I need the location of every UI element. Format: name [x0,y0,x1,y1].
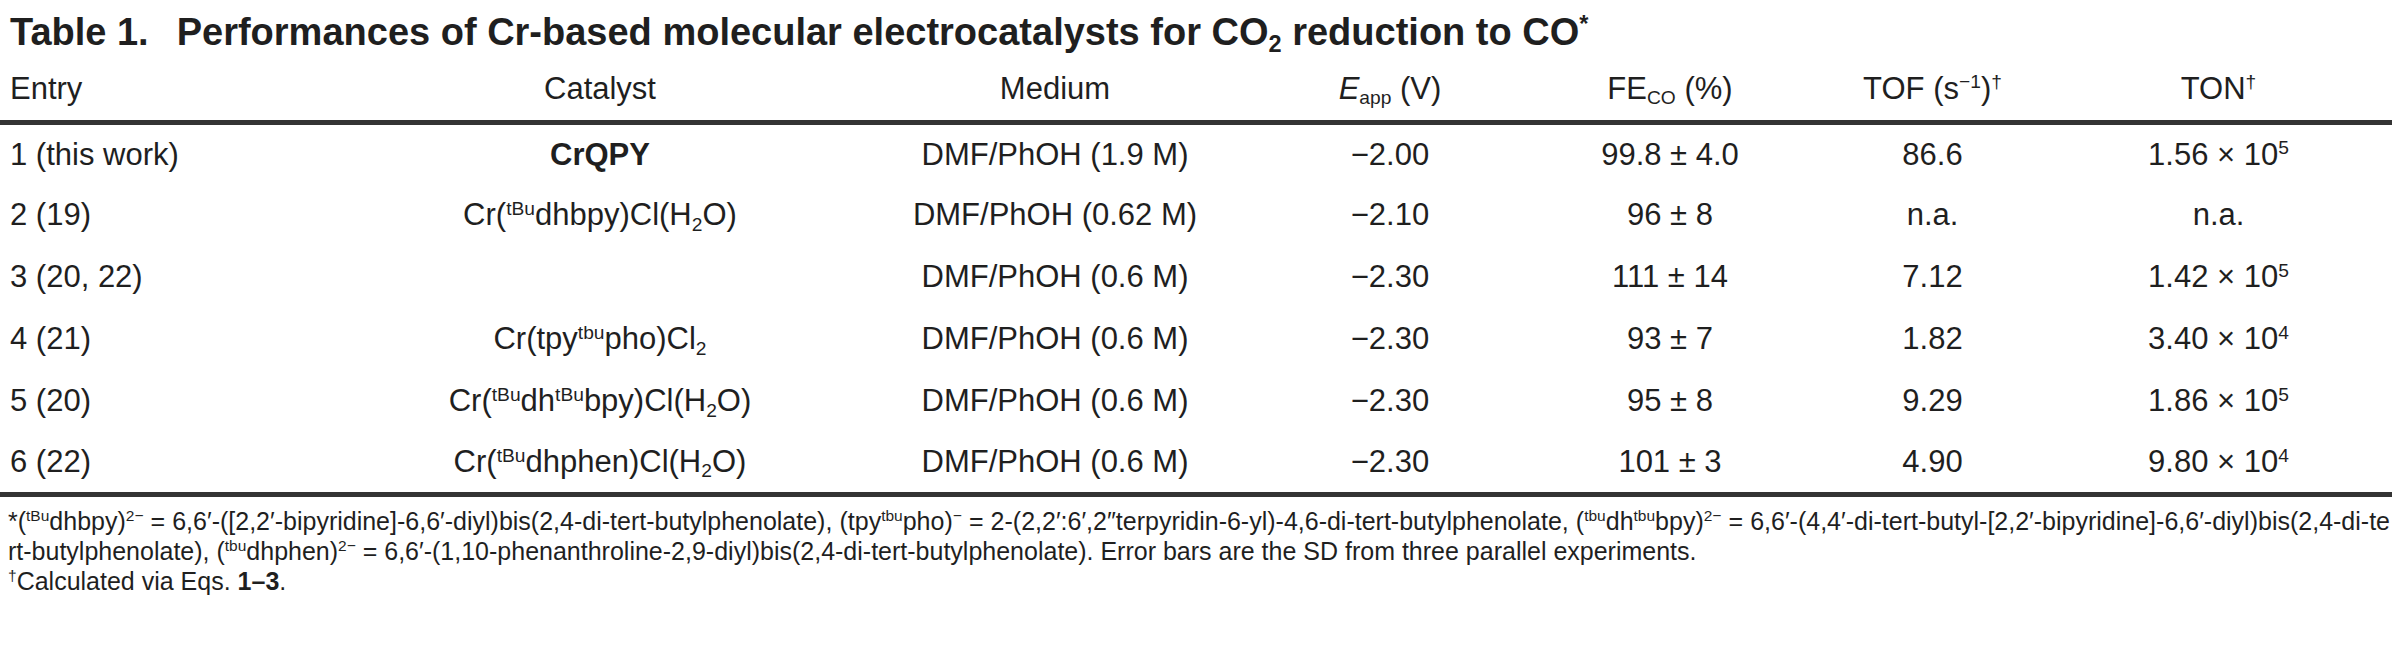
column-header-medium: Medium [850,55,1260,123]
cell-tof: n.a. [1820,184,2045,246]
cell-ton: 3.40 × 104 [2045,308,2392,370]
table-row: 5 (20)Cr(tBudhtBubpy)Cl(H2O)DMF/PhOH (0.… [0,370,2392,432]
table-title: Table 1. Performances of Cr-based molecul… [0,10,2392,55]
cell-medium: DMF/PhOH (0.6 M) [850,308,1260,370]
cell-medium: DMF/PhOH (1.9 M) [850,122,1260,184]
cell-ton: 1.86 × 105 [2045,370,2392,432]
footnotes: *(tBudhbpy)2− = 6,6′-([2,2′-bipyridine]-… [0,497,2392,602]
cell-ton: 1.56 × 105 [2045,122,2392,184]
column-header-ton: TON† [2045,55,2392,123]
table-row: 4 (21)Cr(tpytbupho)Cl2DMF/PhOH (0.6 M)−2… [0,308,2392,370]
cell-tof: 86.6 [1820,122,2045,184]
cell-tof: 9.29 [1820,370,2045,432]
cell-fe: 111 ± 14 [1520,246,1820,308]
cell-entry: 6 (22) [0,432,350,494]
cell-medium: DMF/PhOH (0.62 M) [850,184,1260,246]
cell-fe: 101 ± 3 [1520,432,1820,494]
header-row: EntryCatalystMediumEapp (V)FECO (%)TOF (… [0,55,2392,123]
cell-catalyst: Cr(tBudhbpy)Cl(H2O) [350,184,850,246]
cell-eapp: −2.30 [1260,370,1520,432]
cell-tof: 1.82 [1820,308,2045,370]
performance-table: EntryCatalystMediumEapp (V)FECO (%)TOF (… [0,55,2392,497]
cell-medium: DMF/PhOH (0.6 M) [850,246,1260,308]
cell-fe: 93 ± 7 [1520,308,1820,370]
cell-eapp: −2.30 [1260,246,1520,308]
table-number-label: Table 1. [10,11,149,53]
cell-ton: n.a. [2045,184,2392,246]
cell-medium: DMF/PhOH (0.6 M) [850,432,1260,494]
cell-catalyst [350,246,850,308]
cell-ton: 9.80 × 104 [2045,432,2392,494]
footnote-definitions: *(tBudhbpy)2− = 6,6′-([2,2′-bipyridine]-… [8,506,2390,566]
table-row: 1 (this work)CrQPYDMF/PhOH (1.9 M)−2.009… [0,122,2392,184]
cell-eapp: −2.30 [1260,308,1520,370]
cell-entry: 1 (this work) [0,122,350,184]
table-header: EntryCatalystMediumEapp (V)FECO (%)TOF (… [0,55,2392,123]
cell-tof: 4.90 [1820,432,2045,494]
table-caption: Performances of Cr-based molecular elect… [177,11,1589,53]
column-header-tof: TOF (s−1)† [1820,55,2045,123]
cell-eapp: −2.00 [1260,122,1520,184]
cell-fe: 99.8 ± 4.0 [1520,122,1820,184]
column-header-entry: Entry [0,55,350,123]
cell-medium: DMF/PhOH (0.6 M) [850,370,1260,432]
table-body: 1 (this work)CrQPYDMF/PhOH (1.9 M)−2.009… [0,122,2392,494]
cell-catalyst: CrQPY [350,122,850,184]
cell-eapp: −2.10 [1260,184,1520,246]
table-row: 6 (22)Cr(tBudhphen)Cl(H2O)DMF/PhOH (0.6 … [0,432,2392,494]
cell-tof: 7.12 [1820,246,2045,308]
cell-entry: 4 (21) [0,308,350,370]
column-header-eapp: Eapp (V) [1260,55,1520,123]
cell-entry: 3 (20, 22) [0,246,350,308]
cell-catalyst: Cr(tBudhtBubpy)Cl(H2O) [350,370,850,432]
cell-entry: 2 (19) [0,184,350,246]
table-figure: Table 1. Performances of Cr-based molecul… [0,0,2392,602]
cell-fe: 95 ± 8 [1520,370,1820,432]
cell-entry: 5 (20) [0,370,350,432]
cell-catalyst: Cr(tpytbupho)Cl2 [350,308,850,370]
cell-ton: 1.42 × 105 [2045,246,2392,308]
table-row: 2 (19)Cr(tBudhbpy)Cl(H2O)DMF/PhOH (0.62 … [0,184,2392,246]
cell-catalyst: Cr(tBudhphen)Cl(H2O) [350,432,850,494]
column-header-catalyst: Catalyst [350,55,850,123]
column-header-fe: FECO (%) [1520,55,1820,123]
footnote-calculated: †Calculated via Eqs. 1–3. [8,566,2390,596]
cell-fe: 96 ± 8 [1520,184,1820,246]
table-row: 3 (20, 22) DMF/PhOH (0.6 M)−2.30111 ± 147… [0,246,2392,308]
cell-eapp: −2.30 [1260,432,1520,494]
